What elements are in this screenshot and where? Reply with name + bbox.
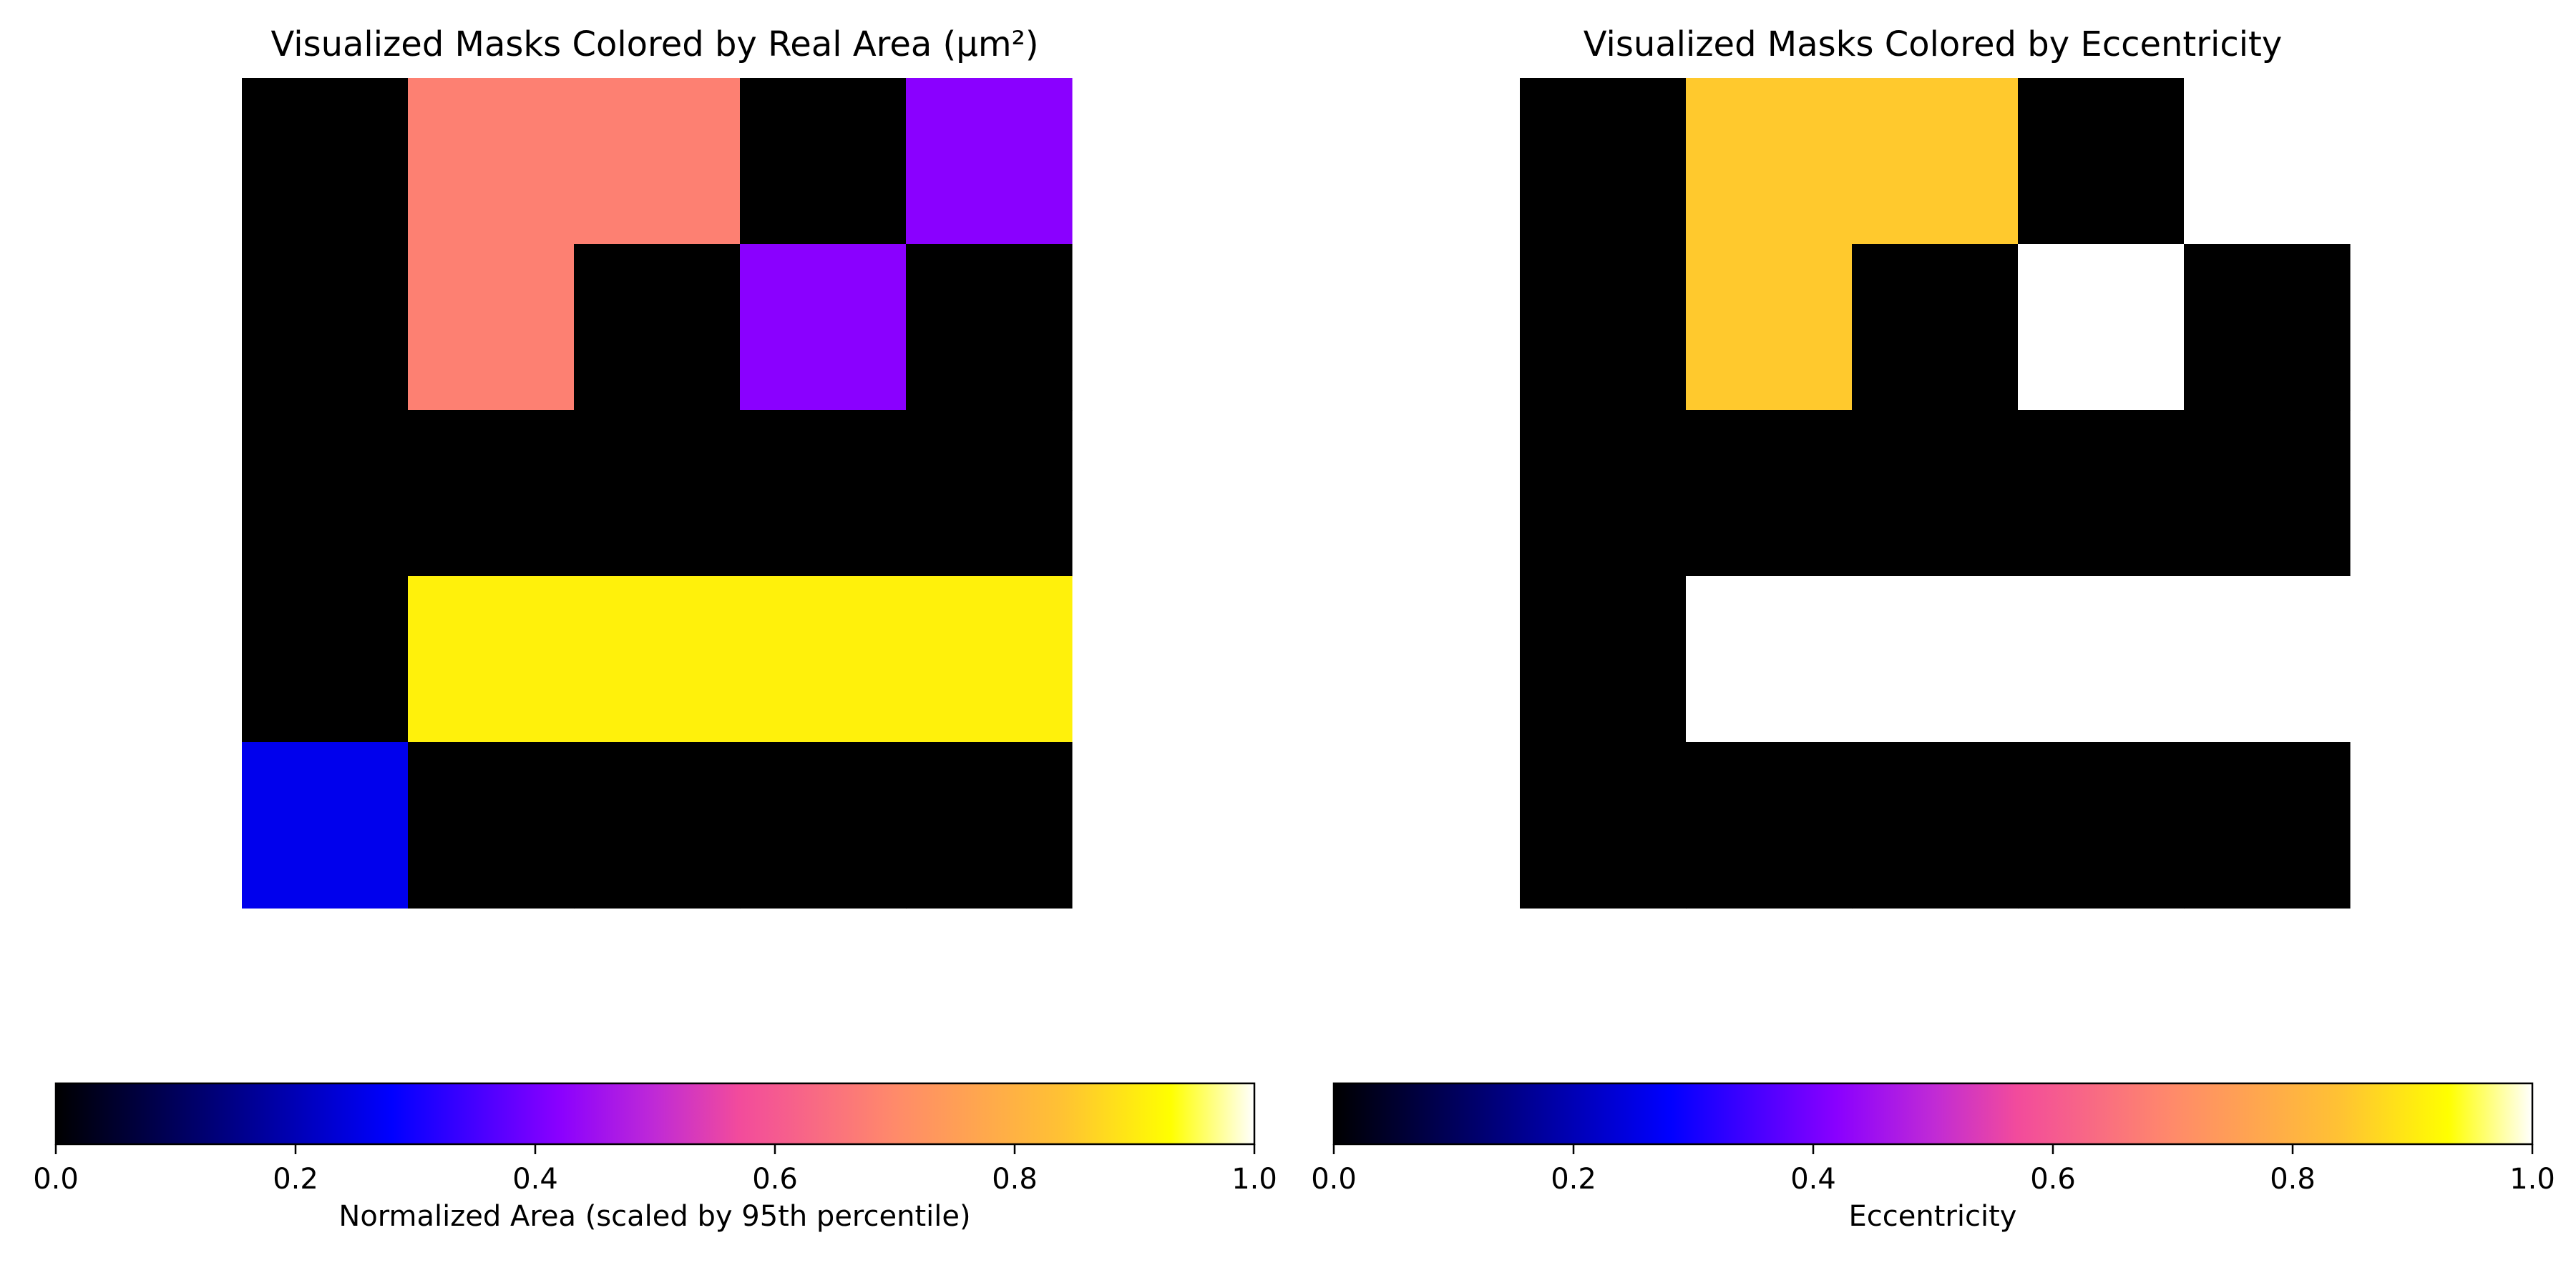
heatmap-cell-r4-c4: [2184, 742, 2351, 909]
heatmap-cell-r4-c1: [1686, 742, 1853, 909]
heatmap-cell-r0-c1: [408, 78, 575, 245]
eccentricity-heatmap: [1520, 78, 2351, 909]
colorbar-tick-label: 0.0: [33, 1163, 79, 1196]
area-colorbar: 0.0 0.2 0.4 0.6 0.8 1.0 Normalized Area (scal…: [33, 1082, 1277, 1233]
area-heatmap: [242, 78, 1073, 909]
heatmap-cell-r3-c2: [574, 576, 741, 743]
heatmap-cell-r2-c0: [1520, 410, 1687, 577]
heatmap-cell-r0-c2: [1852, 78, 2019, 245]
heatmap-cell-r1-c1: [408, 244, 575, 411]
heatmap-cell-r3-c4: [906, 576, 1073, 743]
heatmap-cell-r3-c0: [242, 576, 409, 743]
heatmap-cell-r1-c2: [1852, 244, 2019, 411]
heatmap-cell-r1-c1: [1686, 244, 1853, 411]
colorbar-tick-label: 0.2: [273, 1163, 318, 1196]
colorbar-tick-label: 0.8: [2270, 1163, 2316, 1196]
heatmap-cell-r0-c1: [1686, 78, 1853, 245]
heatmap-cell-r2-c3: [740, 410, 907, 577]
heatmap-cell-r0-c3: [740, 78, 907, 245]
eccentricity-chart-title: Visualized Masks Colored by Eccentricity: [1584, 24, 2283, 64]
heatmap-cell-r4-c3: [2018, 742, 2185, 909]
area-colorbar-gradient: [54, 1082, 1256, 1146]
colorbar-tick-label: 0.8: [992, 1163, 1038, 1196]
heatmap-cell-r2-c0: [242, 410, 409, 577]
heatmap-cell-r3-c0: [1520, 576, 1687, 743]
heatmap-cell-r2-c2: [1852, 410, 2019, 577]
heatmap-cell-r2-c4: [906, 410, 1073, 577]
area-colorbar-label: Normalized Area (scaled by 95th percenti…: [338, 1200, 970, 1233]
heatmap-cell-r3-c3: [2018, 576, 2185, 743]
heatmap-cell-r2-c1: [1686, 410, 1853, 577]
eccentricity-colorbar-label: Eccentricity: [1849, 1200, 2017, 1233]
eccentricity-colorbar-ticks: 0.0 0.2 0.4 0.6 0.8 1.0: [1311, 1144, 2555, 1196]
heatmap-cell-r4-c2: [1852, 742, 2019, 909]
colorbar-tick-label: 0.4: [512, 1163, 558, 1196]
colorbar-tick-label: 0.6: [752, 1163, 798, 1196]
colorbar-tick-label: 1.0: [1231, 1163, 1277, 1196]
heatmap-cell-r1-c3: [2018, 244, 2185, 411]
heatmap-cell-r0-c0: [1520, 78, 1687, 245]
heatmap-cell-r2-c4: [2184, 410, 2351, 577]
eccentricity-colorbar: 0.0 0.2 0.4 0.6 0.8 1.0 Eccentricity: [1311, 1082, 2555, 1233]
heatmap-cell-r3-c3: [740, 576, 907, 743]
heatmap-cell-r4-c0: [242, 742, 409, 909]
colorbar-tick-label: 0.0: [1311, 1163, 1357, 1196]
heatmap-cell-r2-c1: [408, 410, 575, 577]
heatmap-cell-r4-c1: [408, 742, 575, 909]
colorbar-tick-label: 0.2: [1551, 1163, 1596, 1196]
heatmap-cell-r1-c3: [740, 244, 907, 411]
heatmap-cell-r4-c3: [740, 742, 907, 909]
heatmap-cell-r1-c4: [906, 244, 1073, 411]
heatmap-cell-r2-c2: [574, 410, 741, 577]
heatmap-cell-r0-c4: [906, 78, 1073, 245]
heatmap-cell-r3-c1: [1686, 576, 1853, 743]
heatmap-cell-r0-c2: [574, 78, 741, 245]
heatmap-cell-r0-c3: [2018, 78, 2185, 245]
heatmap-cell-r0-c0: [242, 78, 409, 245]
heatmap-cell-r1-c0: [1520, 244, 1687, 411]
heatmap-cell-r2-c3: [2018, 410, 2185, 577]
heatmap-cell-r3-c1: [408, 576, 575, 743]
heatmap-cell-r4-c4: [906, 742, 1073, 909]
heatmap-cell-r3-c4: [2184, 576, 2351, 743]
area-colorbar-ticks: 0.0 0.2 0.4 0.6 0.8 1.0: [33, 1144, 1277, 1196]
heatmap-cell-r1-c2: [574, 244, 741, 411]
heatmap-cell-r4-c0: [1520, 742, 1687, 909]
eccentricity-colorbar-gradient: [1332, 1082, 2534, 1146]
heatmap-cell-r4-c2: [574, 742, 741, 909]
colorbar-tick-label: 1.0: [2509, 1163, 2555, 1196]
area-panel: Visualized Masks Colored by Real Area (µ…: [33, 24, 1277, 1233]
heatmap-cell-r0-c4: [2184, 78, 2351, 245]
eccentricity-panel: Visualized Masks Colored by Eccentricity…: [1311, 24, 2555, 1233]
colorbar-tick-label: 0.6: [2030, 1163, 2076, 1196]
heatmap-cell-r1-c0: [242, 244, 409, 411]
heatmap-cell-r3-c2: [1852, 576, 2019, 743]
area-chart-title: Visualized Masks Colored by Real Area (µ…: [270, 24, 1038, 64]
heatmap-cell-r1-c4: [2184, 244, 2351, 411]
colorbar-tick-label: 0.4: [1790, 1163, 1836, 1196]
